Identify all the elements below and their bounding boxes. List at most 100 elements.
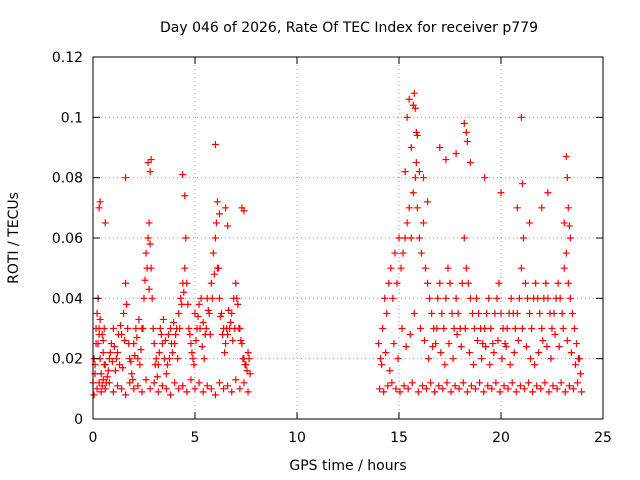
data-point [551, 331, 559, 339]
data-point [476, 379, 484, 387]
data-point [411, 104, 419, 112]
data-point [95, 379, 103, 387]
data-point [502, 343, 510, 351]
data-point [490, 349, 498, 357]
data-point [382, 349, 390, 357]
data-point [162, 370, 170, 378]
data-point [93, 309, 101, 317]
data-point [96, 315, 104, 323]
x-tick-label: 0 [89, 430, 98, 446]
data-point [381, 294, 389, 302]
y-tick-label: 0.12 [52, 50, 83, 66]
data-point [514, 337, 522, 345]
data-point [513, 309, 521, 317]
data-point [246, 370, 254, 378]
data-point [515, 294, 523, 302]
axis-ticks: 0 5 10 15 20 25 0 0.02 0.04 0.06 0.08 0.1 0.12 [52, 50, 612, 446]
data-points [89, 89, 586, 399]
data-point [142, 376, 150, 384]
data-point [531, 361, 539, 369]
data-point [125, 340, 133, 348]
data-point [517, 113, 525, 121]
data-point [481, 174, 489, 182]
data-point [397, 264, 405, 272]
data-point [459, 379, 467, 387]
data-point [112, 355, 120, 363]
data-point [101, 219, 109, 227]
data-point [200, 355, 208, 363]
data-point [496, 388, 504, 396]
data-point [491, 309, 499, 317]
data-point [105, 355, 113, 363]
data-point [195, 300, 203, 308]
data-point [481, 325, 489, 332]
data-point [544, 189, 552, 197]
data-point [376, 385, 384, 393]
data-point [187, 376, 195, 384]
data-point [97, 370, 105, 378]
data-point [415, 234, 423, 242]
data-point [526, 309, 534, 317]
data-point [137, 346, 145, 354]
data-point [103, 373, 111, 381]
data-point [153, 373, 161, 381]
data-point [151, 361, 159, 369]
data-point [406, 331, 414, 339]
data-point [441, 361, 449, 369]
data-point [535, 349, 543, 357]
data-point [513, 204, 521, 212]
data-point [561, 388, 569, 396]
data-point [472, 385, 479, 393]
data-point [478, 355, 486, 363]
data-point [466, 294, 474, 302]
data-point [460, 234, 468, 242]
data-point [463, 388, 471, 396]
data-point [211, 140, 219, 148]
data-point [517, 264, 525, 272]
data-point [434, 294, 442, 302]
data-point [560, 264, 568, 272]
data-point [118, 385, 126, 393]
data-point [442, 294, 450, 302]
data-point [389, 294, 397, 302]
data-point [130, 385, 138, 393]
data-point [519, 234, 527, 242]
data-point [404, 385, 412, 393]
data-point [560, 219, 568, 227]
data-point [99, 376, 107, 384]
data-point [198, 343, 206, 351]
data-point [432, 340, 440, 348]
data-point [439, 385, 447, 393]
data-point [92, 325, 100, 332]
data-point [158, 382, 166, 390]
data-point [391, 249, 399, 257]
data-point [244, 349, 252, 357]
data-point [545, 388, 553, 396]
data-point [428, 309, 436, 317]
data-point [167, 391, 175, 399]
data-point [482, 343, 490, 351]
data-point [566, 234, 574, 242]
data-point [554, 279, 562, 287]
data-point [212, 219, 220, 227]
data-point [487, 325, 495, 332]
data-point [529, 388, 537, 396]
data-point [179, 382, 187, 390]
data-point [442, 156, 450, 164]
data-point [485, 294, 493, 302]
data-point [396, 388, 404, 396]
data-point [117, 321, 125, 329]
data-point [375, 340, 383, 348]
data-point [484, 382, 492, 390]
data-point [243, 367, 251, 375]
data-point [574, 379, 581, 387]
data-point [208, 294, 216, 302]
data-point [194, 312, 202, 320]
data-point [403, 219, 411, 227]
data-point [202, 325, 210, 332]
data-point [475, 309, 483, 317]
data-point [401, 168, 409, 176]
data-point [136, 361, 144, 369]
data-point [142, 249, 150, 257]
data-point [181, 192, 189, 200]
